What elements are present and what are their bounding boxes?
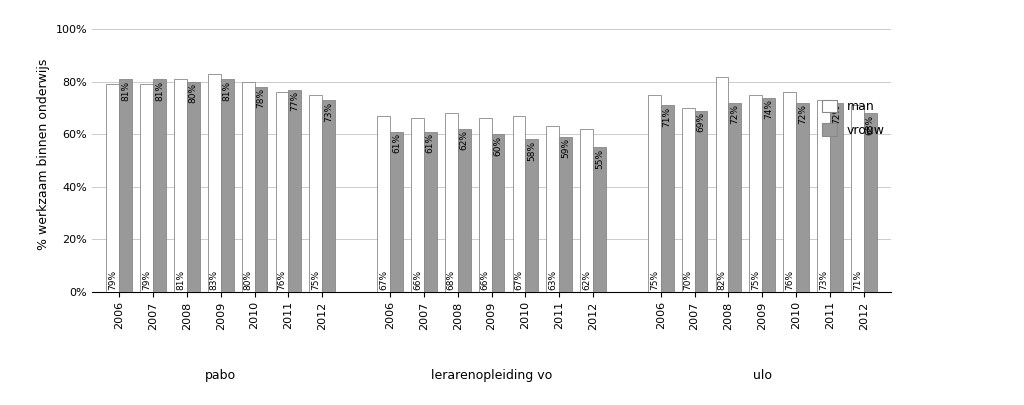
Text: 78%: 78% (257, 88, 265, 109)
Text: 67%: 67% (379, 270, 388, 290)
Text: 73%: 73% (819, 270, 828, 290)
Y-axis label: % werkzaam binnen onderwijs: % werkzaam binnen onderwijs (37, 58, 50, 249)
Bar (648, 95, 660, 292)
Text: 60%: 60% (494, 136, 503, 156)
Bar (153, 79, 166, 292)
Bar (682, 108, 694, 292)
Text: 74%: 74% (764, 99, 773, 119)
Bar (323, 100, 335, 292)
Bar (478, 119, 492, 292)
Text: 67%: 67% (514, 270, 523, 290)
Bar (119, 79, 132, 292)
Bar (140, 84, 153, 292)
Bar (851, 105, 864, 292)
Legend: man, vrouw: man, vrouw (821, 100, 885, 137)
Text: 81%: 81% (155, 81, 164, 100)
Bar (289, 90, 301, 292)
Bar (444, 113, 458, 292)
Text: 63%: 63% (548, 270, 557, 290)
Text: lerarenopleiding vo: lerarenopleiding vo (431, 369, 552, 382)
Bar (275, 92, 289, 292)
Bar (390, 132, 402, 292)
Bar (174, 79, 187, 292)
Text: 55%: 55% (595, 149, 604, 169)
Text: 72%: 72% (831, 104, 841, 124)
Text: 76%: 76% (278, 270, 287, 290)
Bar (817, 100, 830, 292)
Bar (716, 77, 728, 292)
Text: 83%: 83% (210, 270, 219, 290)
Bar (559, 137, 572, 292)
Text: 62%: 62% (582, 270, 591, 290)
Bar (208, 74, 221, 292)
Text: 68%: 68% (446, 270, 456, 290)
Bar (424, 132, 436, 292)
Text: 79%: 79% (142, 270, 152, 290)
Text: 73%: 73% (325, 101, 333, 122)
Text: 62%: 62% (460, 130, 469, 150)
Text: 66%: 66% (480, 270, 489, 290)
Text: 80%: 80% (188, 83, 198, 103)
Bar (762, 98, 775, 292)
Text: ulo: ulo (753, 369, 772, 382)
Bar (255, 87, 267, 292)
Bar (242, 82, 255, 292)
Bar (106, 84, 119, 292)
Text: 82%: 82% (718, 270, 726, 290)
Text: 81%: 81% (121, 81, 130, 100)
Text: 80%: 80% (244, 270, 253, 290)
Bar (593, 147, 606, 292)
Text: 77%: 77% (291, 91, 299, 111)
Bar (660, 105, 674, 292)
Text: 68%: 68% (865, 115, 874, 135)
Text: 81%: 81% (222, 81, 231, 100)
Bar (377, 116, 390, 292)
Text: 71%: 71% (853, 270, 862, 290)
Text: 79%: 79% (109, 270, 118, 290)
Bar (783, 92, 796, 292)
Bar (694, 111, 708, 292)
Bar (458, 129, 471, 292)
Text: 61%: 61% (426, 133, 435, 153)
Bar (492, 134, 505, 292)
Text: 72%: 72% (730, 104, 739, 124)
Bar (221, 79, 233, 292)
Text: 59%: 59% (561, 138, 570, 158)
Bar (547, 126, 559, 292)
Bar (830, 103, 843, 292)
Bar (309, 95, 323, 292)
Text: 66%: 66% (413, 270, 422, 290)
Text: 72%: 72% (798, 104, 807, 124)
Bar (187, 82, 200, 292)
Text: 75%: 75% (311, 270, 321, 290)
Text: 81%: 81% (176, 270, 185, 290)
Bar (864, 113, 877, 292)
Text: 71%: 71% (663, 107, 672, 127)
Text: 58%: 58% (527, 141, 537, 161)
Bar (411, 119, 424, 292)
Text: 75%: 75% (650, 270, 658, 290)
Text: 76%: 76% (785, 270, 795, 290)
Bar (512, 116, 525, 292)
Bar (525, 139, 539, 292)
Bar (796, 103, 809, 292)
Bar (750, 95, 762, 292)
Text: pabo: pabo (205, 369, 237, 382)
Text: 70%: 70% (684, 270, 692, 290)
Text: 75%: 75% (752, 270, 761, 290)
Text: 61%: 61% (392, 133, 401, 153)
Text: 69%: 69% (696, 112, 706, 132)
Bar (581, 129, 593, 292)
Bar (728, 103, 741, 292)
